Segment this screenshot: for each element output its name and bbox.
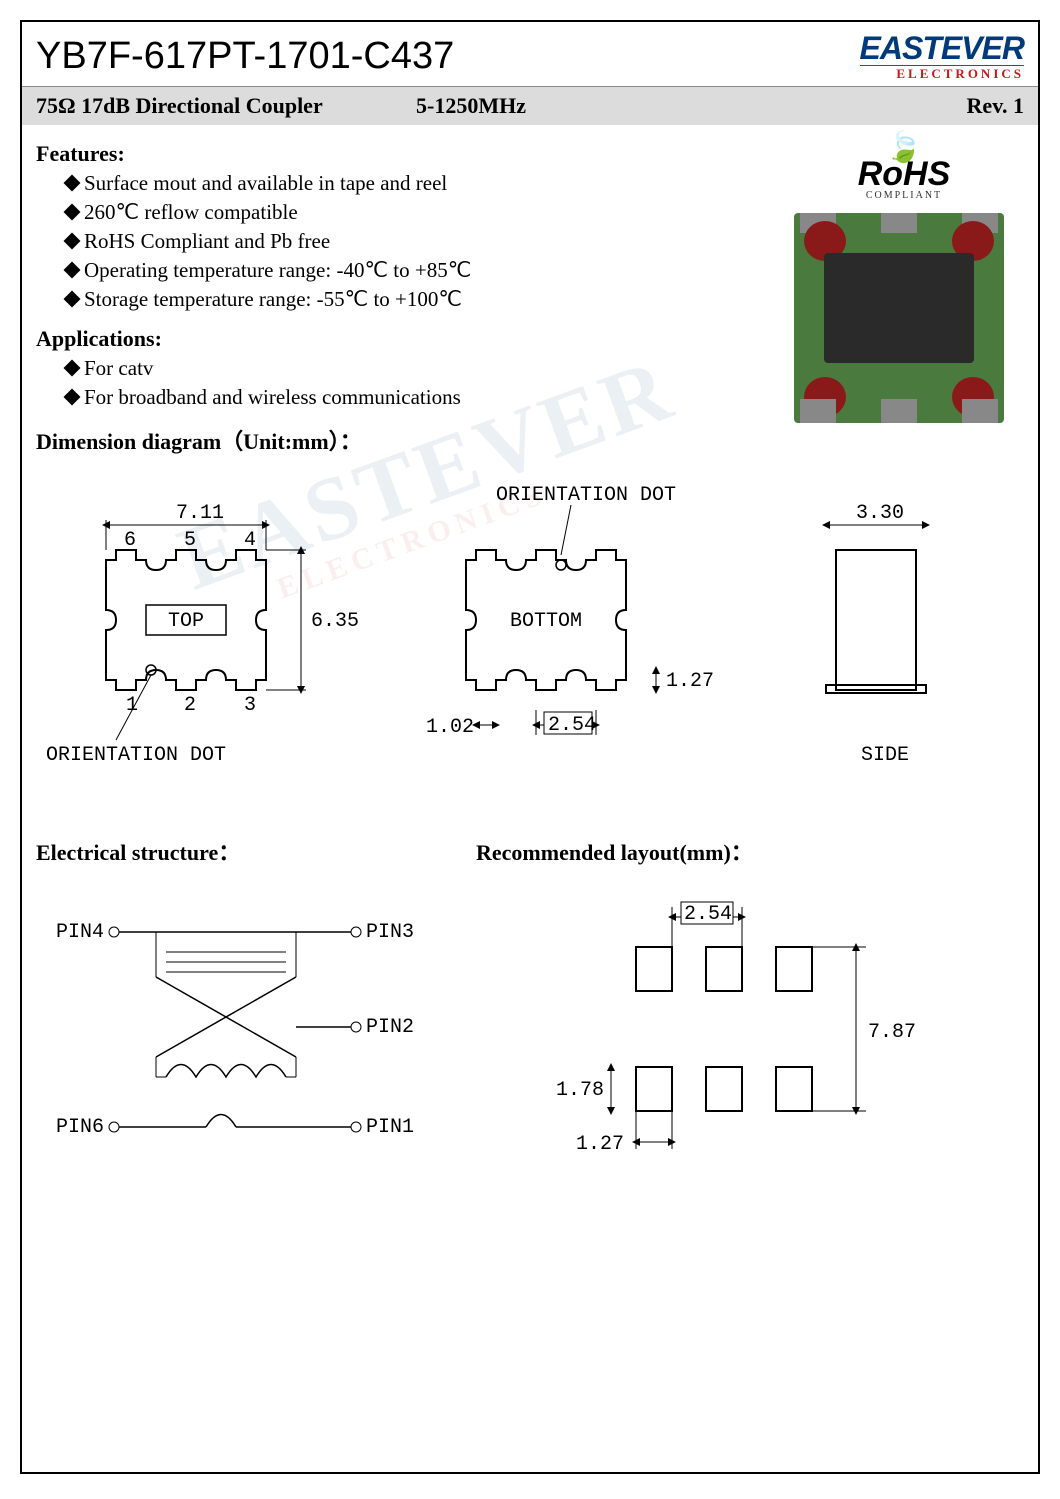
- svg-text:7.87: 7.87: [868, 1021, 916, 1044]
- application-item: For catv: [84, 356, 153, 380]
- applications-list: For catv For broadband and wireless comm…: [66, 356, 1024, 410]
- svg-text:PIN1: PIN1: [366, 1116, 414, 1139]
- svg-text:1.78: 1.78: [556, 1079, 604, 1102]
- bottom-label: BOTTOM: [510, 610, 582, 633]
- svg-text:2.54: 2.54: [684, 903, 732, 926]
- svg-text:1.02: 1.02: [426, 716, 474, 739]
- svg-text:PIN6: PIN6: [56, 1116, 104, 1139]
- svg-text:1.27: 1.27: [666, 670, 714, 693]
- orientation-label: ORIENTATION DOT: [46, 744, 226, 767]
- svg-text:3: 3: [244, 694, 256, 717]
- svg-text:PIN2: PIN2: [366, 1016, 414, 1039]
- feature-item: Surface mout and available in tape and r…: [84, 171, 447, 195]
- feature-item: Storage temperature range: -55℃ to +100℃: [84, 287, 462, 311]
- freq-range: 5-1250MHz: [416, 93, 967, 119]
- svg-text:6.35: 6.35: [311, 610, 359, 633]
- svg-text:2.54: 2.54: [548, 714, 596, 737]
- svg-text:6: 6: [124, 529, 136, 552]
- layout-title: Recommended layout(mm)：: [476, 835, 753, 867]
- dimension-diagram: TOP 1 2 3 4 5 6 7.11 6.35: [36, 460, 1016, 820]
- product-desc: 75Ω 17dB Directional Coupler: [36, 93, 416, 119]
- orientation-label-top: ORIENTATION DOT: [496, 484, 676, 507]
- feature-item: Operating temperature range: -40℃ to +85…: [84, 258, 471, 282]
- brand-logo: EASTEVER ELECTRONICS: [860, 30, 1024, 82]
- revision: Rev. 1: [967, 93, 1024, 119]
- side-label: SIDE: [861, 744, 909, 767]
- structure-and-layout: PIN4 PIN3 PIN2 PIN1 PIN6: [36, 867, 1016, 1187]
- svg-text:4: 4: [244, 529, 256, 552]
- features-title: Features:: [36, 141, 1024, 167]
- logo-subtext: ELECTRONICS: [860, 65, 1024, 82]
- features-list: Surface mout and available in tape and r…: [66, 171, 1024, 312]
- svg-text:PIN3: PIN3: [366, 921, 414, 944]
- dimension-title: Dimension diagram（Unit:mm）：: [36, 424, 1024, 456]
- applications-title: Applications:: [36, 326, 1024, 352]
- subheader-bar: 75Ω 17dB Directional Coupler 5-1250MHz R…: [22, 87, 1038, 125]
- svg-text:2: 2: [184, 694, 196, 717]
- feature-item: RoHS Compliant and Pb free: [84, 229, 330, 253]
- svg-text:1: 1: [126, 694, 138, 717]
- svg-text:PIN4: PIN4: [56, 921, 104, 944]
- logo-text: EASTEVER: [860, 30, 1024, 67]
- electrical-title: Electrical structure：: [36, 835, 436, 867]
- svg-text:5: 5: [184, 529, 196, 552]
- svg-text:7.11: 7.11: [176, 502, 224, 525]
- feature-item: 260℃ reflow compatible: [84, 200, 298, 224]
- top-label: TOP: [168, 610, 204, 633]
- svg-text:3.30: 3.30: [856, 502, 904, 525]
- svg-text:1.27: 1.27: [576, 1133, 624, 1156]
- part-number: YB7F-617PT-1701-C437: [36, 35, 860, 78]
- application-item: For broadband and wireless communication…: [84, 385, 461, 409]
